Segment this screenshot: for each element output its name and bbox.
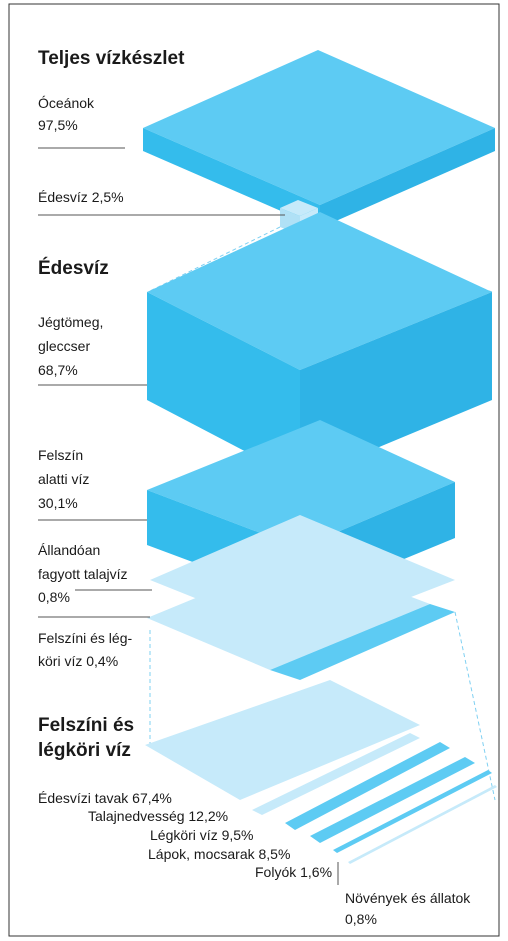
label: Talajnedvesség 12,2%	[88, 808, 228, 824]
label: alatti víz	[38, 471, 89, 487]
label: Felszíni és lég-	[38, 630, 132, 646]
label: Légköri víz 9,5%	[150, 827, 254, 843]
label: 0,8%	[38, 589, 70, 605]
title: Teljes vízkészlet	[38, 48, 185, 69]
title: Felszíni és	[38, 715, 134, 736]
label: Felszín	[38, 447, 83, 463]
title: légköri víz	[38, 740, 131, 761]
shapes	[143, 50, 497, 864]
label: Édesvízi tavak 67,4%	[38, 790, 172, 806]
label: fagyott talajvíz	[38, 566, 128, 582]
label: gleccser	[38, 338, 90, 354]
label: 97,5%	[38, 117, 78, 133]
label: Folyók 1,6%	[255, 864, 332, 880]
label: Növények és állatok	[345, 890, 471, 906]
label: köri víz 0,4%	[38, 653, 118, 669]
title: Édesvíz	[38, 257, 109, 279]
label: Állandóan	[38, 542, 100, 558]
leader-lines	[38, 147, 339, 885]
frame	[8, 3, 500, 937]
label: 30,1%	[38, 495, 78, 511]
label: 68,7%	[38, 362, 78, 378]
labels: Teljes vízkészlet Óceánok 97,5% Édesvíz …	[38, 48, 471, 927]
label: Jégtömeg,	[38, 314, 103, 330]
label: Óceánok	[38, 95, 95, 111]
label: Édesvíz 2,5%	[38, 189, 124, 205]
label: 0,8%	[345, 911, 377, 927]
label: Lápok, mocsarak 8,5%	[148, 846, 290, 862]
